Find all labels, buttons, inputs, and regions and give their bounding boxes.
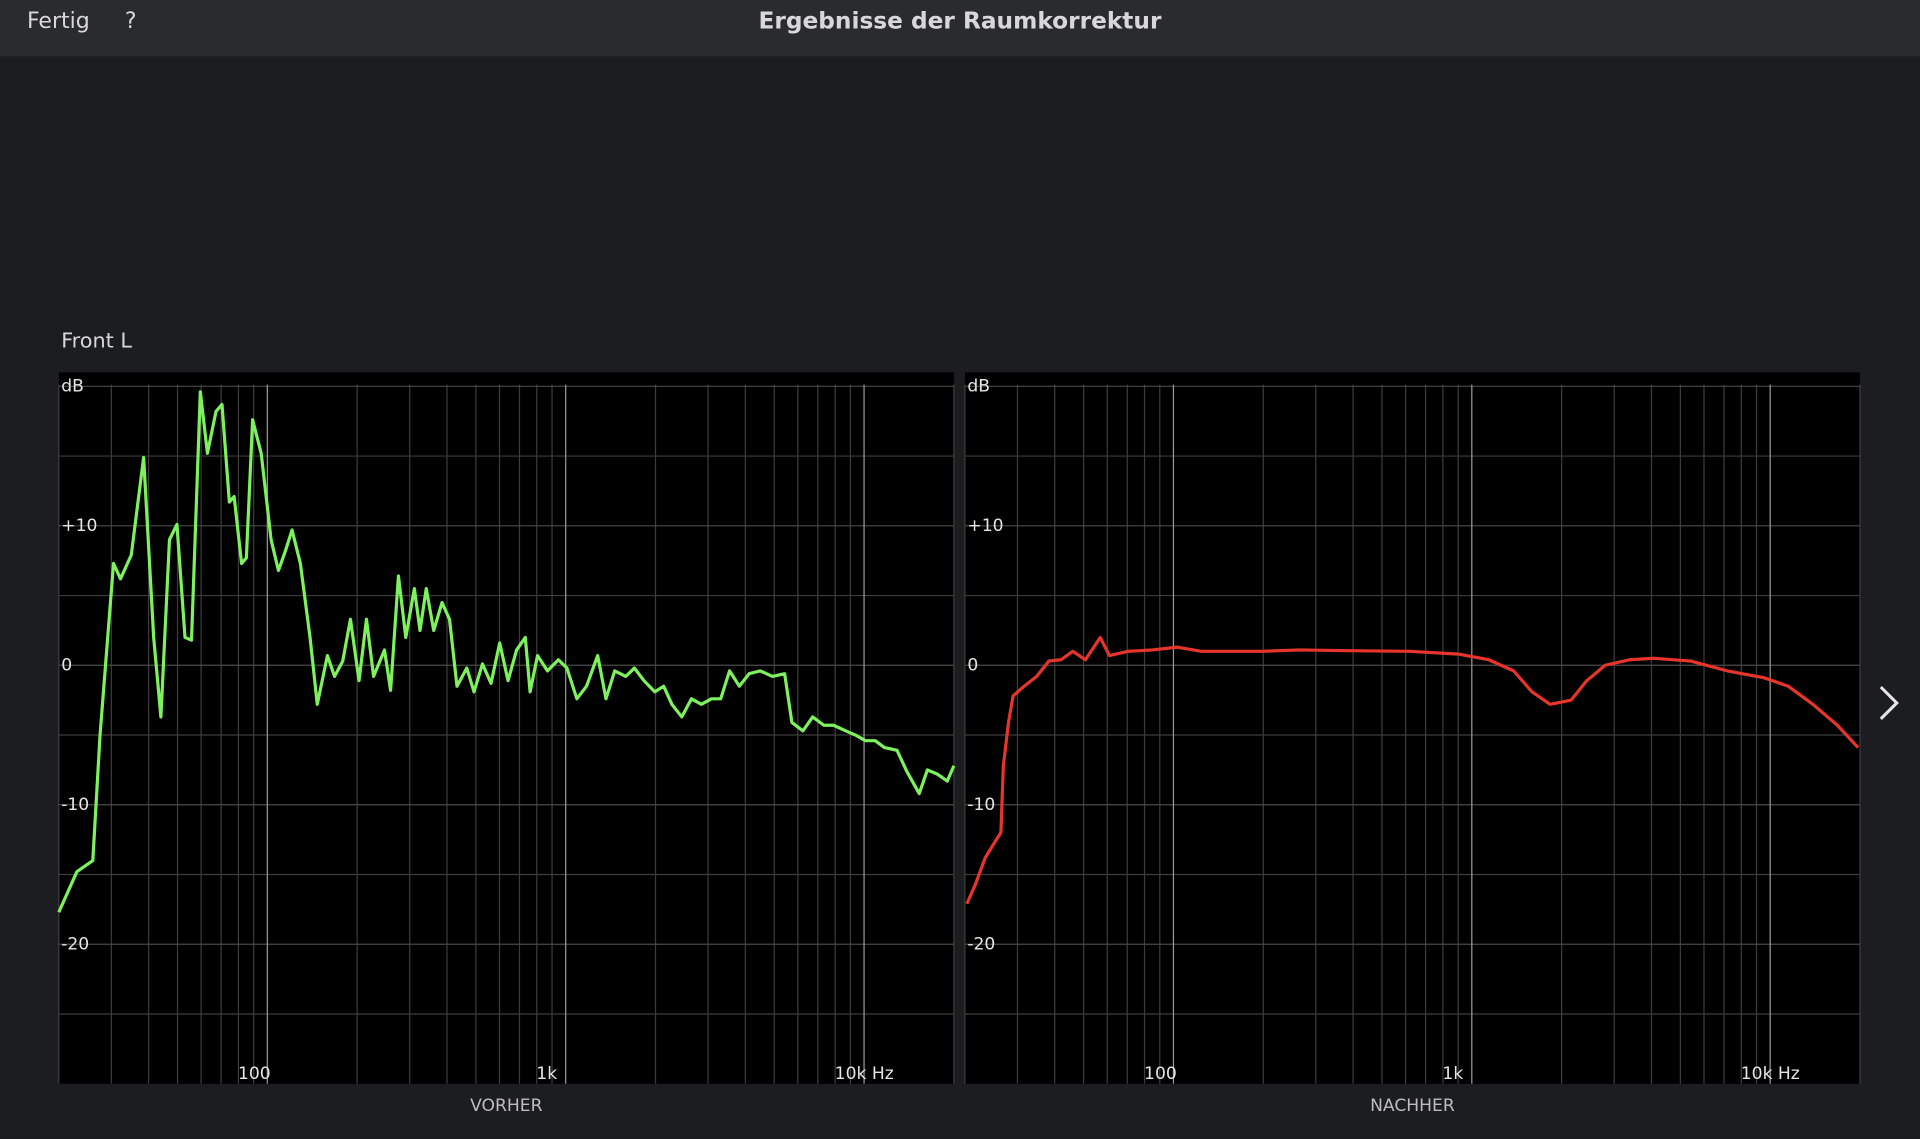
help-button[interactable]: ? [125,9,137,34]
x-tick-label: 1k [1442,1064,1463,1084]
plot-area [964,372,1860,1084]
y-tick-label: 0 [61,655,72,675]
x-tick-label: 1k [536,1064,557,1084]
y-tick-label: +10 [967,516,1003,536]
x-tick-label: 10k Hz [1741,1064,1800,1084]
chart-caption: VORHER [470,1096,542,1116]
y-tick-label: dB [61,376,84,396]
toolbar [0,0,1920,57]
x-tick-label: 100 [238,1064,271,1084]
y-tick-label: +10 [61,516,97,536]
window-title: Ergebnisse der Raumkorrektur [759,8,1162,35]
response-curve [57,390,956,913]
y-tick-label: dB [967,376,990,396]
chart-caption: NACHHER [1370,1096,1455,1116]
plot-area [58,372,954,1084]
y-tick-label: -20 [61,934,89,954]
response-curve [965,635,1860,905]
y-tick-label: 0 [967,655,978,675]
x-tick-label: 100 [1144,1064,1177,1084]
next-arrow[interactable] [1879,685,1899,720]
y-tick-label: -10 [967,795,995,815]
y-tick-label: -10 [61,795,89,815]
x-tick-label: 10k Hz [835,1064,894,1084]
section-label: Front L [61,329,132,353]
done-button[interactable]: Fertig [27,9,90,34]
y-tick-label: -20 [967,934,995,954]
